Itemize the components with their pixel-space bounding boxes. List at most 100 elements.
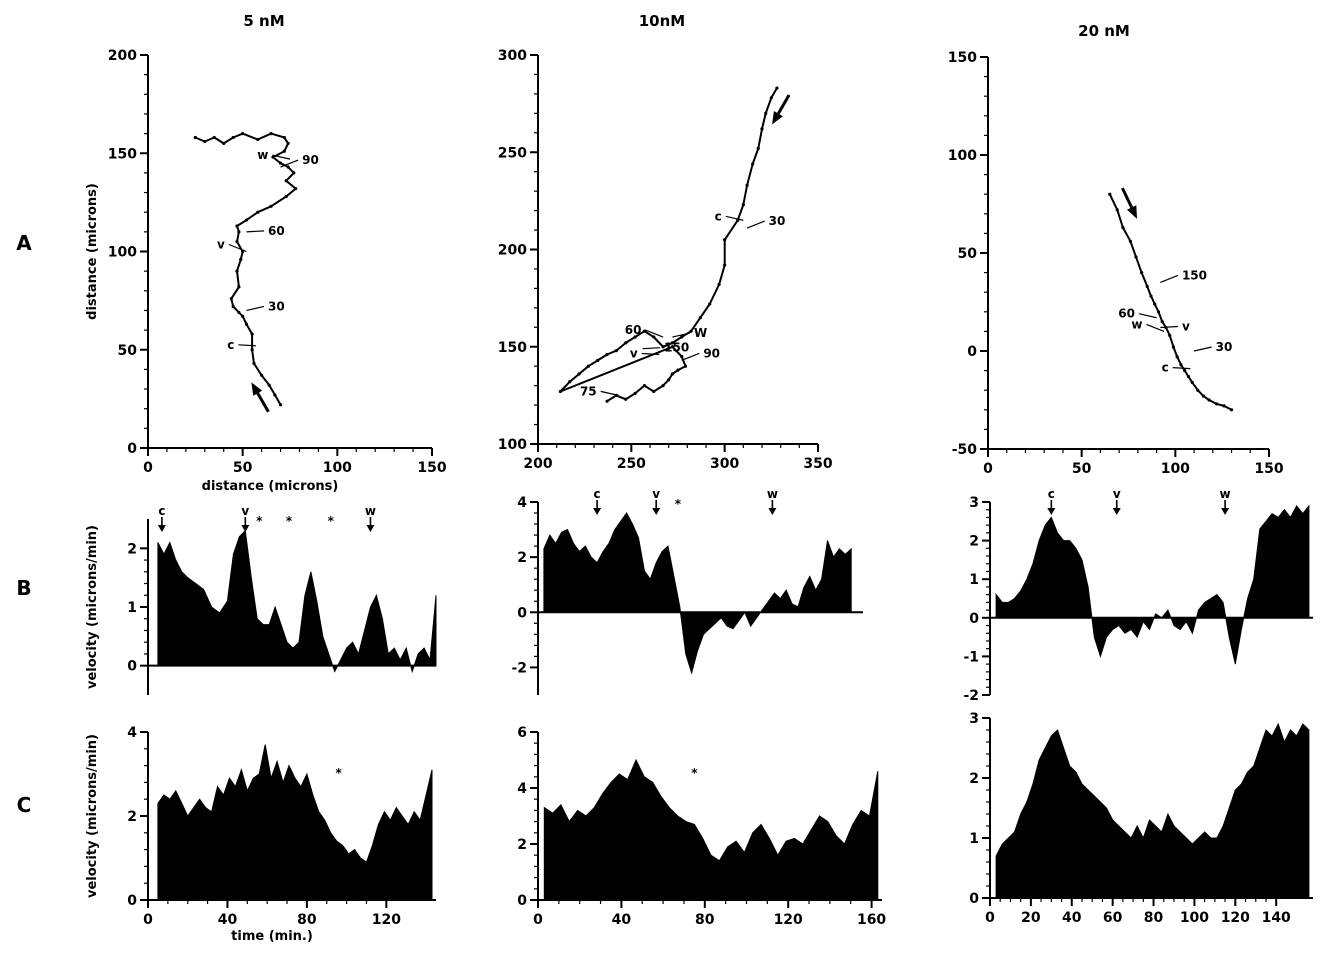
x-tick-label: 40: [612, 912, 632, 928]
y-tick-label: 4: [517, 781, 527, 797]
track-point: [775, 86, 779, 90]
x-tick-label: 60: [1103, 910, 1123, 926]
y-tick-label: 2: [127, 541, 137, 557]
event-marker-arrowhead: [1112, 508, 1121, 515]
y-tick-label: 2: [517, 550, 527, 566]
column-title-10nm: 10nM: [639, 12, 685, 30]
track-point: [1115, 208, 1119, 212]
track-point: [769, 96, 773, 100]
panel-a2: 100 150 200 250 300 200 250 300 350 30 c 150 60 Wv 90 7…: [498, 48, 833, 472]
annotation-pointer: [1138, 313, 1157, 319]
annotation-pointer: [280, 159, 299, 168]
track-point: [241, 314, 245, 318]
x-tick-label: 140: [1262, 910, 1291, 926]
track-point: [231, 304, 235, 309]
panel-b2: -2 0 2 4 c v * w: [511, 487, 863, 695]
event-marker-arrowhead: [1221, 508, 1230, 515]
y-tick-label: 0: [517, 605, 527, 621]
y-tick-label: 1: [127, 600, 137, 616]
event-marker-arrowhead: [366, 525, 375, 532]
track-point: [282, 135, 286, 140]
y-tick-label: 250: [498, 145, 527, 161]
track-point: [286, 165, 290, 169]
track-point: [1121, 225, 1125, 230]
annotation-pointer: [1146, 323, 1165, 332]
y-tick-label: 0: [127, 659, 137, 675]
y-tick-label: 2: [127, 809, 137, 825]
track-point: [273, 393, 277, 397]
track-annotation: 60: [625, 323, 642, 337]
event-marker-label: c: [1048, 487, 1055, 501]
track-annotation: w: [257, 148, 268, 162]
x-tick-label: 0: [533, 912, 543, 928]
track-point: [231, 135, 235, 140]
annotation-pointer: [681, 352, 700, 361]
event-marker-label: v: [1113, 487, 1121, 501]
track-point: [680, 335, 684, 339]
track-point: [1222, 404, 1226, 408]
y-tick-label: 100: [108, 245, 137, 261]
track-annotation: 150: [664, 341, 689, 355]
track-point: [1190, 380, 1194, 384]
velocity-area: [157, 529, 437, 674]
x-tick-label: 40: [1062, 910, 1082, 926]
track-point: [282, 149, 286, 153]
track-point: [1214, 402, 1219, 406]
x-tick-label: 250: [617, 456, 646, 472]
track-point: [203, 139, 207, 144]
track-point: [1183, 369, 1187, 373]
x-tick-label: 80: [297, 912, 317, 928]
y-tick-label: 300: [498, 48, 527, 64]
track-annotation: v: [1182, 319, 1190, 333]
star-marker: *: [328, 514, 335, 528]
annotation-pointer: [746, 220, 765, 229]
y-axis-label: distance (microns): [85, 183, 100, 320]
column-title-20nm: 20 nM: [1078, 22, 1130, 40]
track-point: [1175, 355, 1179, 359]
y-tick-label: 6: [517, 725, 527, 741]
track-point: [670, 341, 675, 345]
panel-a1: 0 50 100 150 200 0 50 100 150 distance (microns) d…: [85, 48, 447, 494]
event-marker-arrowhead: [1047, 508, 1056, 515]
y-tick-label: 4: [517, 495, 527, 511]
y-tick-label: 150: [948, 50, 977, 66]
cell-track: [194, 132, 297, 406]
x-axis-label: distance (microns): [202, 479, 339, 494]
y-tick-label: 50: [118, 343, 138, 359]
track-annotation: c: [715, 209, 722, 223]
track-point: [271, 155, 275, 159]
star-marker: *: [256, 514, 263, 528]
track-point: [1140, 271, 1144, 275]
column-title-5nm: 5 nM: [243, 12, 284, 30]
x-tick-label: 80: [1144, 910, 1164, 926]
x-tick-label: 80: [695, 912, 715, 928]
track-point: [256, 210, 260, 214]
annotation-pointer: [238, 344, 256, 347]
track-point: [1179, 363, 1183, 367]
y-tick-label: 3: [969, 495, 979, 511]
event-marker-arrowhead: [593, 508, 602, 515]
track-point: [624, 341, 628, 345]
y-tick-label: 3: [969, 711, 979, 727]
track-point: [256, 137, 260, 142]
panel-a3: -50 0 50 100 150 0 50 100 150 150 60 v w 30 c: [948, 50, 1284, 477]
cell-track: [1108, 193, 1232, 411]
track-point: [661, 384, 665, 388]
y-tick-label: 1: [969, 831, 979, 847]
track-point: [680, 354, 684, 359]
panel-b3: -2 -1 0 1 2 3 c v w: [963, 487, 1313, 704]
y-tick-label: 50: [958, 246, 978, 262]
event-marker-label: v: [652, 487, 660, 501]
y-tick-label: 200: [108, 48, 137, 64]
track-point: [1186, 374, 1191, 379]
track-point: [676, 368, 680, 372]
track-point: [1145, 284, 1149, 288]
y-tick-label: 100: [498, 437, 527, 453]
track-point: [642, 329, 647, 333]
annotation-pointer: [672, 332, 691, 338]
velocity-area: [543, 758, 879, 901]
y-tick-label: -2: [963, 688, 979, 704]
track-point: [1196, 388, 1200, 392]
x-tick-label: 50: [233, 460, 253, 476]
track-point: [683, 364, 688, 368]
